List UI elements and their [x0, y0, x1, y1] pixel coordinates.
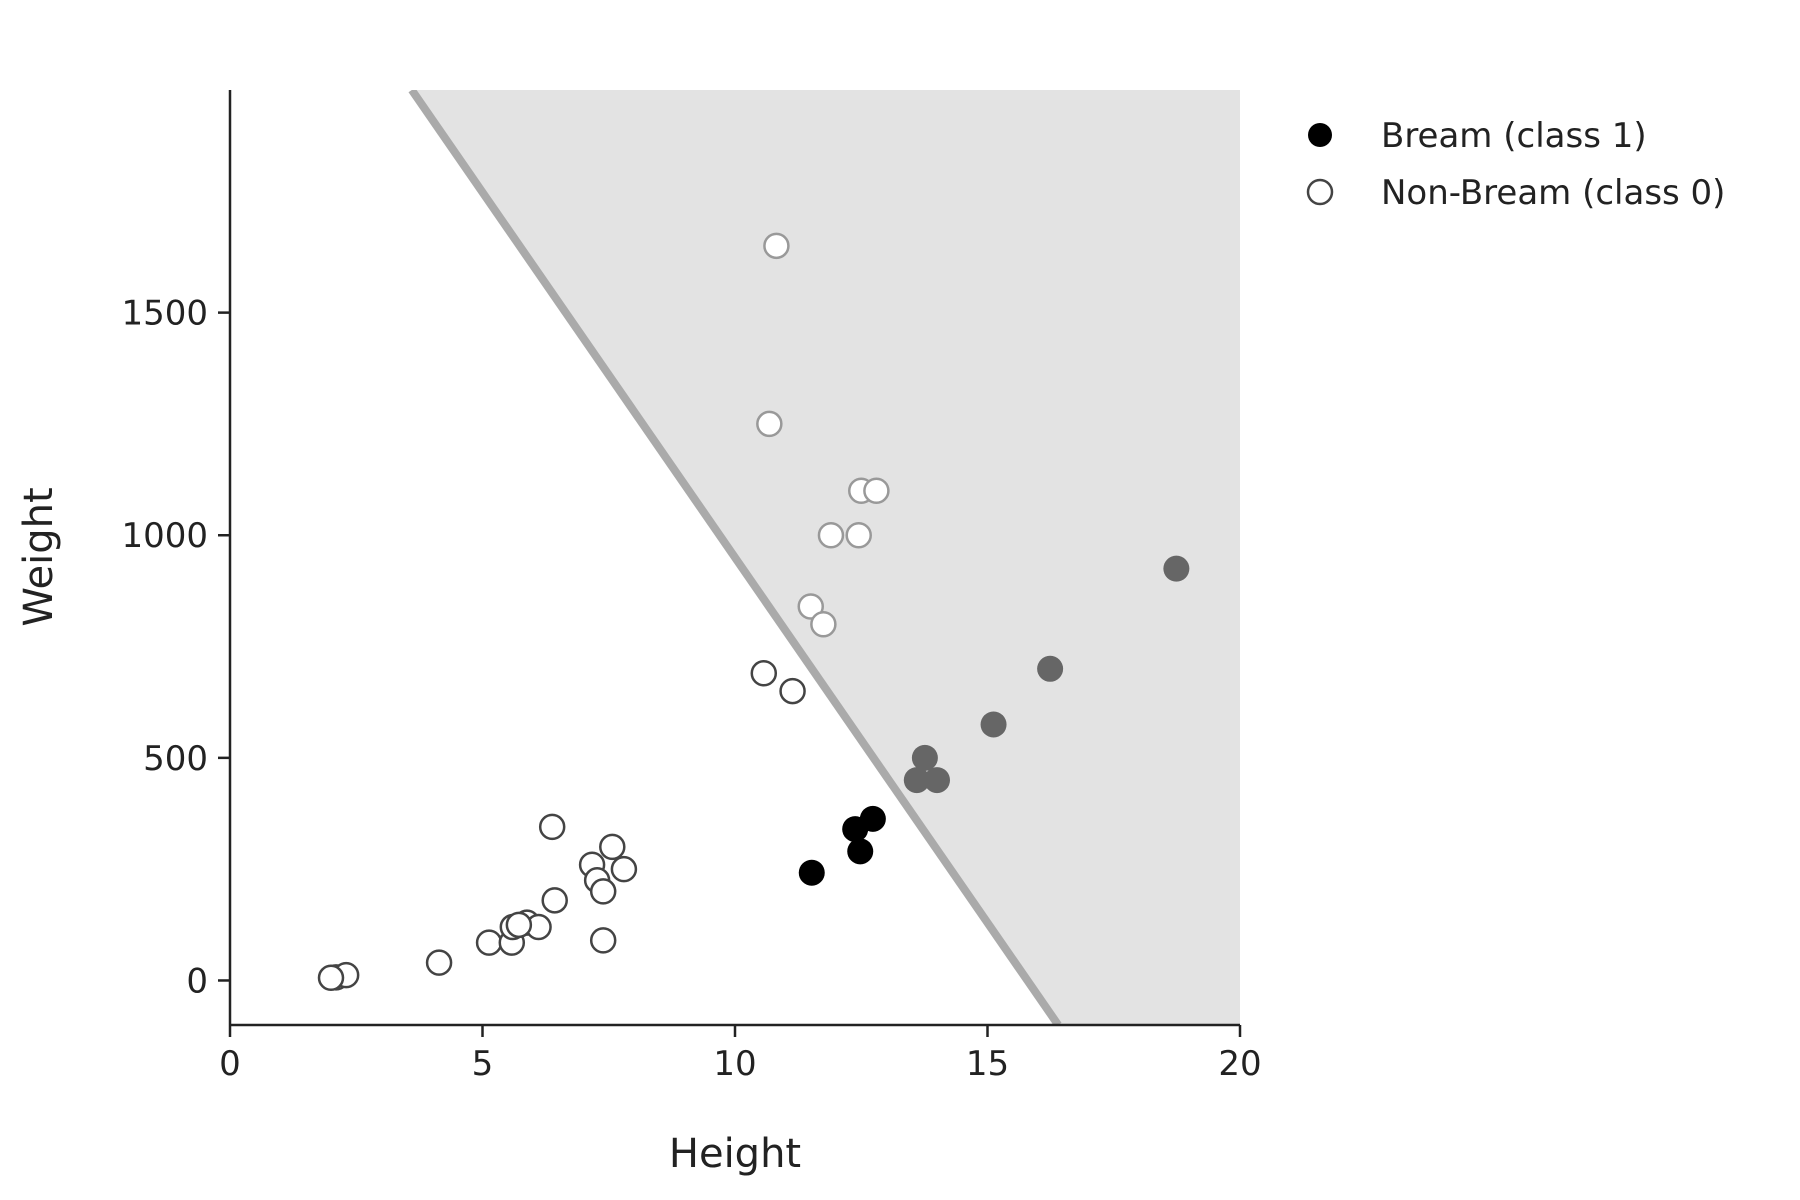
x-tick-label: 15 — [966, 1044, 1009, 1084]
point-non-bream — [538, 813, 566, 841]
point-non-bream — [505, 911, 533, 939]
point-non-bream — [845, 521, 872, 549]
x-tick-label: 10 — [713, 1044, 756, 1084]
data-points — [317, 232, 1190, 992]
x-axis-title: Height — [669, 1131, 801, 1177]
point-bream — [798, 859, 825, 886]
point-bream — [1037, 655, 1064, 682]
y-axis-ticks: 0 500 1000 1500 — [121, 294, 230, 1001]
legend-marker-bream — [1308, 123, 1332, 147]
point-non-bream — [763, 232, 790, 260]
x-tick-label: 0 — [219, 1044, 241, 1084]
point-non-bream — [599, 833, 626, 861]
point-non-bream — [475, 929, 503, 956]
legend-marker-non-bream — [1306, 178, 1334, 206]
point-non-bream — [589, 878, 617, 905]
y-tick-label: 1000 — [121, 516, 208, 556]
y-tick-label: 500 — [143, 739, 208, 779]
point-bream — [859, 805, 886, 832]
point-non-bream — [750, 660, 778, 687]
point-non-bream — [797, 593, 824, 620]
point-non-bream — [779, 677, 806, 705]
point-non-bream — [756, 410, 783, 438]
legend-label-non-bream: Non-Bream (class 0) — [1381, 173, 1725, 213]
point-non-bream — [817, 521, 845, 549]
y-tick-label: 1500 — [121, 294, 208, 334]
point-non-bream — [610, 855, 638, 883]
point-non-bream — [317, 964, 345, 992]
point-non-bream — [589, 927, 617, 954]
point-bream — [980, 711, 1007, 738]
y-axis-title: Weight — [16, 487, 62, 626]
point-bream — [911, 744, 938, 771]
point-non-bream — [425, 949, 453, 976]
point-non-bream — [541, 887, 568, 914]
x-tick-label: 5 — [472, 1044, 494, 1084]
x-tick-label: 20 — [1218, 1044, 1261, 1084]
point-non-bream — [863, 477, 890, 504]
legend: Bream (class 1) Non-Bream (class 0) — [1306, 116, 1725, 213]
legend-label-bream: Bream (class 1) — [1381, 116, 1647, 156]
x-axis-ticks: 0 5 10 15 20 — [219, 1025, 1262, 1084]
point-non-bream — [810, 611, 837, 638]
decision-boundary-line — [408, 90, 1062, 1025]
y-tick-label: 0 — [186, 961, 208, 1001]
point-bream — [924, 767, 950, 794]
decision-region — [411, 90, 1240, 1025]
point-bream — [1163, 555, 1190, 582]
point-bream — [903, 767, 930, 794]
point-bream — [847, 838, 874, 865]
